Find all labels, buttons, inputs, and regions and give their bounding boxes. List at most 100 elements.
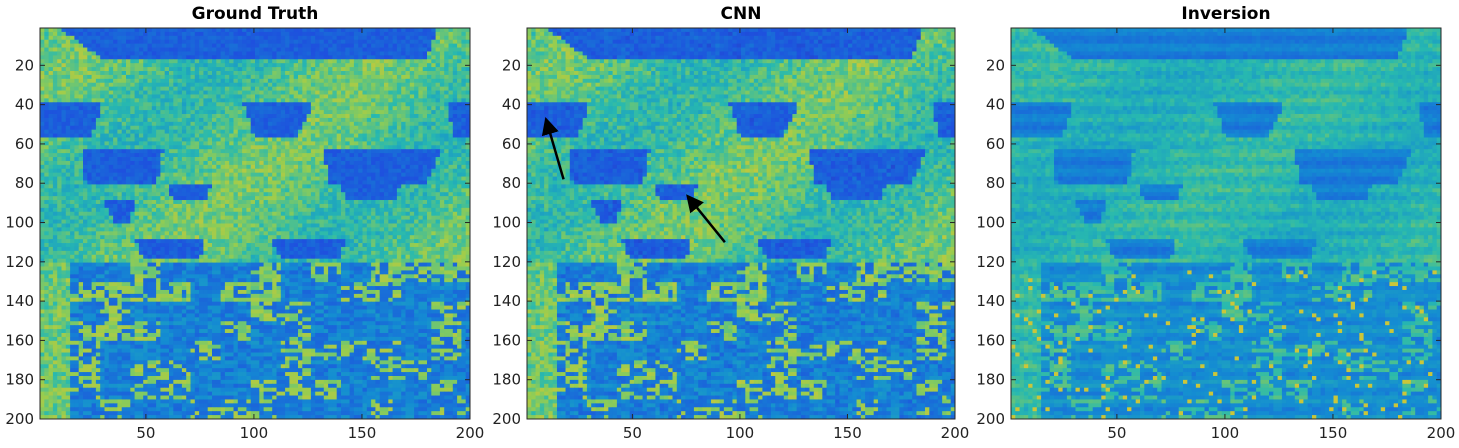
heatmap-cell [191,102,196,106]
heatmap-cell [302,157,307,161]
heatmap-cell [178,98,183,102]
heatmap-cell [393,216,398,220]
heatmap-cell [388,75,393,79]
heatmap-cell [406,130,411,134]
heatmap-cell [246,130,251,134]
heatmap-cell [165,153,170,157]
heatmap-cell [191,79,196,83]
heatmap-cell [315,126,320,130]
heatmap-cell [341,184,346,188]
heatmap-cell [375,87,380,91]
heatmap-cell [255,63,260,67]
heatmap-cell [40,188,45,192]
heatmap-cell [414,55,419,59]
heatmap-cell [307,40,312,44]
heatmap-cell [410,177,415,181]
heatmap-cell [431,83,436,87]
heatmap-cell [401,79,406,83]
heatmap-cell [367,169,372,173]
heatmap-cell [195,169,200,173]
heatmap-cell [289,94,294,98]
heatmap-cell [440,91,445,95]
heatmap-cell [418,87,423,91]
heatmap-cell [234,59,239,63]
heatmap-cell [74,149,79,153]
heatmap-cell [70,169,75,173]
heatmap-cell [169,114,174,118]
heatmap-cell [169,157,174,161]
heatmap-cell [307,134,312,138]
heatmap-cell [130,28,135,32]
heatmap-cell [44,126,49,130]
heatmap-cell [139,44,144,48]
heatmap-cell [113,79,118,83]
heatmap-cell [122,28,127,32]
heatmap-cell [208,63,213,67]
heatmap-cell [277,149,282,153]
heatmap-cell [109,173,114,177]
heatmap-cell [195,32,200,36]
heatmap-cell [264,137,269,141]
heatmap-cell [96,118,101,122]
heatmap-cell [182,130,187,134]
heatmap-cell [173,51,178,55]
heatmap-cell [191,161,196,165]
heatmap-cell [289,91,294,95]
heatmap-cell [358,94,363,98]
heatmap-cell [328,32,333,36]
heatmap-cell [122,149,127,153]
heatmap-cell [178,141,183,145]
heatmap-cell [156,169,161,173]
heatmap-cell [440,48,445,52]
heatmap-cell [388,180,393,184]
heatmap-cell [345,157,350,161]
heatmap-cell [242,63,247,67]
heatmap-cell [397,83,402,87]
heatmap-cell [122,114,127,118]
heatmap-cell [375,126,380,130]
heatmap-cell [195,122,200,126]
heatmap-cell [281,75,286,79]
heatmap-cell [259,59,264,63]
heatmap-cell [277,106,282,110]
heatmap-cell [324,208,329,212]
heatmap-cell [57,67,62,71]
heatmap-cell [328,173,333,177]
heatmap-cell [238,55,243,59]
heatmap-cell [212,169,217,173]
heatmap-cell [199,126,204,130]
heatmap-cell [199,192,204,196]
heatmap-cell [337,114,342,118]
heatmap-cell [49,208,54,212]
heatmap-cell [216,114,221,118]
heatmap-cell [148,98,153,102]
heatmap-cell [212,79,217,83]
heatmap-cell [234,36,239,40]
heatmap-cell [74,32,79,36]
heatmap-cell [216,208,221,212]
heatmap-cell [324,212,329,216]
heatmap-cell [406,192,411,196]
heatmap-cell [414,122,419,126]
heatmap-cell [246,106,251,110]
heatmap-cell [431,192,436,196]
heatmap-cell [96,102,101,106]
heatmap-cell [259,212,264,216]
heatmap-cell [289,204,294,208]
heatmap-cell [238,28,243,32]
heatmap-cell [109,48,114,52]
heatmap-cell [255,153,260,157]
heatmap-cell [341,63,346,67]
heatmap-cell [160,216,165,220]
heatmap-cell [62,122,67,126]
heatmap-cell [418,75,423,79]
heatmap-cell [285,51,290,55]
heatmap-cell [427,188,432,192]
heatmap-cell [272,169,277,173]
heatmap-cell [375,145,380,149]
heatmap-cell [393,192,398,196]
heatmap-cell [272,44,277,48]
heatmap-cell [74,28,79,32]
heatmap-cell [160,180,165,184]
heatmap-cell [298,71,303,75]
